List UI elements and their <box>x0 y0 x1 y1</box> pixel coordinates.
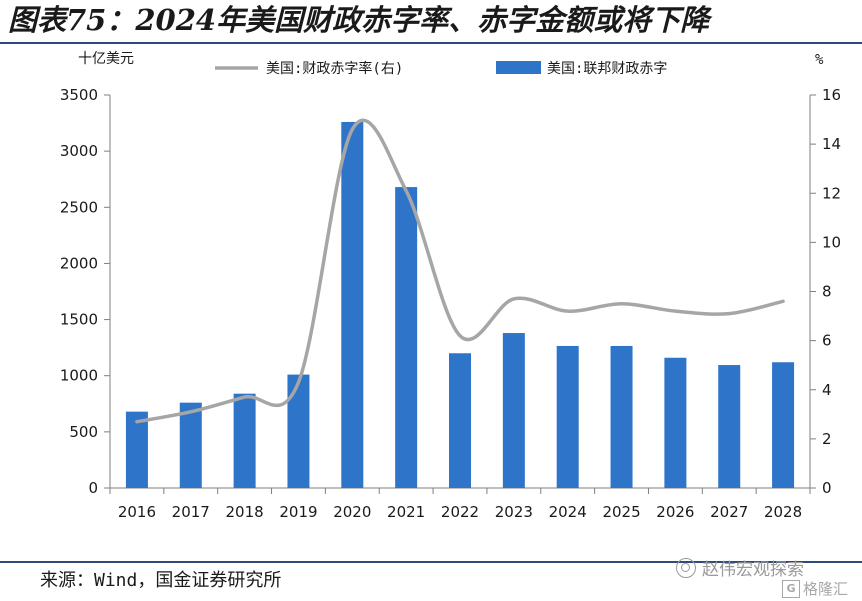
footer-divider <box>0 561 862 563</box>
x-axis-tick-label: 2024 <box>549 503 587 521</box>
chart-title: 图表75：2024年美国财政赤字率、赤字金额或将下降 <box>8 3 710 37</box>
bar-federal-deficit-2025 <box>610 345 633 488</box>
x-axis-tick-label: 2026 <box>656 503 694 521</box>
right-axis-tick-label: 16 <box>822 86 841 104</box>
bar-federal-deficit-2019 <box>287 374 310 488</box>
right-axis-tick-label: 4 <box>822 381 832 399</box>
line-deficit-rate <box>135 118 785 424</box>
right-axis-tick-label: 12 <box>822 184 841 202</box>
bar-federal-deficit-2022 <box>449 353 471 488</box>
line-series <box>135 118 785 424</box>
x-axis-tick-label: 2021 <box>387 503 425 521</box>
left-axis-tick-label: 3000 <box>60 142 98 160</box>
x-axis-tick-label: 2017 <box>172 503 210 521</box>
bar-federal-deficit-2026 <box>664 357 687 488</box>
watermark-text: 赵伟宏观探索 <box>702 560 804 580</box>
bar-federal-deficit-2024 <box>556 345 579 488</box>
x-axis-tick-label: 2020 <box>333 503 371 521</box>
right-axis-tick-label: 0 <box>822 479 832 497</box>
left-axis-tick-label: 2000 <box>60 254 98 272</box>
right-axis-tick-label: 6 <box>822 332 832 350</box>
bar-federal-deficit-2020 <box>341 121 364 488</box>
x-axis-tick-label: 2028 <box>764 503 802 521</box>
left-axis-unit: 十亿美元 <box>78 51 134 67</box>
x-axis-tick-label: 2016 <box>118 503 156 521</box>
right-axis-tick-label: 14 <box>822 135 841 153</box>
legend-label-deficit-rate: 美国:财政赤字率(右) <box>266 60 403 77</box>
watermark-sub: G 格隆汇 <box>782 578 848 599</box>
source-note: 来源：Wind，国金证券研究所 <box>40 570 282 591</box>
watermark-sub-text: 格隆汇 <box>803 580 849 598</box>
gelonghui-logo-icon: G <box>782 579 800 598</box>
bar-federal-deficit-2027 <box>718 365 741 488</box>
x-axis-tick-label: 2022 <box>441 503 479 521</box>
x-axis-tick-label: 2023 <box>495 503 533 521</box>
x-axis-tick-label: 2025 <box>602 503 640 521</box>
legend-label-federal-deficit: 美国:联邦财政赤字 <box>547 61 667 77</box>
bar-federal-deficit-2018 <box>233 393 256 488</box>
legend-swatch-federal-deficit <box>496 61 541 74</box>
left-axis-tick-label: 1000 <box>60 367 98 385</box>
left-axis-tick-label: 1500 <box>60 311 98 329</box>
bar-federal-deficit-2023 <box>502 333 525 488</box>
left-axis-tick-label: 500 <box>69 423 98 441</box>
bar-federal-deficit-2017 <box>179 402 202 488</box>
right-axis-unit: % <box>815 52 824 68</box>
bar-federal-deficit-2021 <box>395 187 418 488</box>
right-axis-tick-label: 10 <box>822 233 841 251</box>
right-axis-tick-label: 2 <box>822 430 832 448</box>
legend: 美国:财政赤字率(右) 美国:联邦财政赤字 <box>215 60 667 77</box>
x-axis-tick-label: 2019 <box>279 503 317 521</box>
right-axis-tick-label: 8 <box>822 283 832 301</box>
axes: 3500 3000 2500 2000 1500 1000 500 0 16 14 12 10 8 6 4 2… <box>60 86 841 521</box>
x-axis-tick-label: 2018 <box>226 503 264 521</box>
title-divider <box>0 42 862 44</box>
bar-federal-deficit-2016 <box>125 411 148 488</box>
left-axis-tick-label: 3500 <box>60 86 98 104</box>
wechat-icon <box>676 557 696 578</box>
left-axis-tick-label: 0 <box>88 479 98 497</box>
left-axis-tick-label: 2500 <box>60 198 98 216</box>
bar-series <box>125 121 795 488</box>
watermark: 赵伟宏观探索 <box>676 555 804 580</box>
bar-federal-deficit-2028 <box>772 362 795 488</box>
chart: 美国:财政赤字率(右) 美国:联邦财政赤字 十亿美元 % 35003000250… <box>60 51 841 521</box>
x-axis-tick-label: 2027 <box>710 503 748 521</box>
